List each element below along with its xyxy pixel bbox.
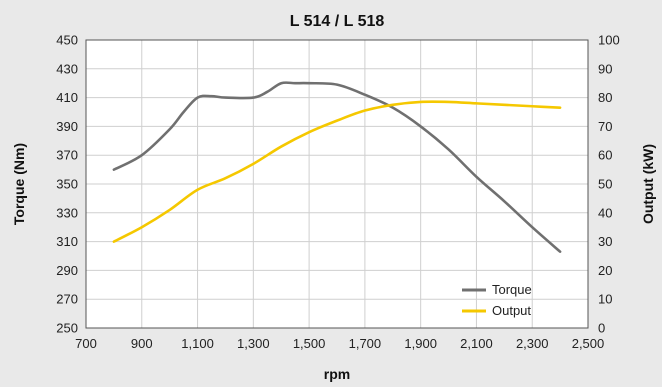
y-right-tick-label: 10 — [598, 292, 612, 307]
x-tick-label: 2,500 — [572, 336, 605, 351]
y-left-tick-label: 250 — [56, 321, 78, 336]
y-right-axis-label: Output (kW) — [640, 144, 656, 224]
y-right-tick-label: 100 — [598, 33, 620, 48]
x-tick-label: 700 — [75, 336, 97, 351]
x-tick-label: 1,700 — [349, 336, 382, 351]
y-right-tick-label: 80 — [598, 90, 612, 105]
y-right-tick-label: 0 — [598, 321, 605, 336]
y-left-axis-label: Torque (Nm) — [11, 143, 27, 225]
y-left-tick-label: 270 — [56, 292, 78, 307]
x-tick-label: 1,300 — [237, 336, 270, 351]
y-right-tick-label: 30 — [598, 234, 612, 249]
y-left-tick-label: 450 — [56, 33, 78, 48]
y-left-tick-label: 350 — [56, 177, 78, 192]
y-left-tick-label: 410 — [56, 90, 78, 105]
legend-output-label: Output — [492, 303, 531, 318]
y-left-tick-label: 330 — [56, 205, 78, 220]
legend-torque-label: Torque — [492, 282, 532, 297]
y-left-tick-label: 290 — [56, 263, 78, 278]
y-right-tick-label: 70 — [598, 119, 612, 134]
series-line-torque — [112, 81, 562, 253]
y-right-tick-label: 20 — [598, 263, 612, 278]
x-tick-label: 1,500 — [293, 336, 326, 351]
y-left-tick-label: 390 — [56, 119, 78, 134]
x-axis-label: rpm — [324, 366, 350, 382]
plot-border — [85, 39, 589, 329]
chart-title: L 514 / L 518 — [290, 13, 385, 30]
x-tick-label: 900 — [131, 336, 153, 351]
legend: Torque Output — [462, 282, 532, 318]
y-left-tick-label: 430 — [56, 61, 78, 76]
y-right-tick-label: 60 — [598, 148, 612, 163]
y-left-tick-label: 370 — [56, 148, 78, 163]
y-right-tick-label: 40 — [598, 205, 612, 220]
series-layer — [112, 81, 562, 253]
y-right-tick-label: 50 — [598, 177, 612, 192]
x-tick-label: 2,300 — [516, 336, 549, 351]
x-tick-label: 1,900 — [404, 336, 437, 351]
y-left-tick-label: 310 — [56, 234, 78, 249]
series-line-output — [112, 100, 562, 243]
x-tick-label: 2,100 — [460, 336, 493, 351]
y-right-tick-label: 90 — [598, 61, 612, 76]
ticks: 700 900 1,100 1,300 1,500 1,700 1,900 2,100 2,30… — [56, 33, 619, 352]
x-tick-label: 1,100 — [181, 336, 214, 351]
